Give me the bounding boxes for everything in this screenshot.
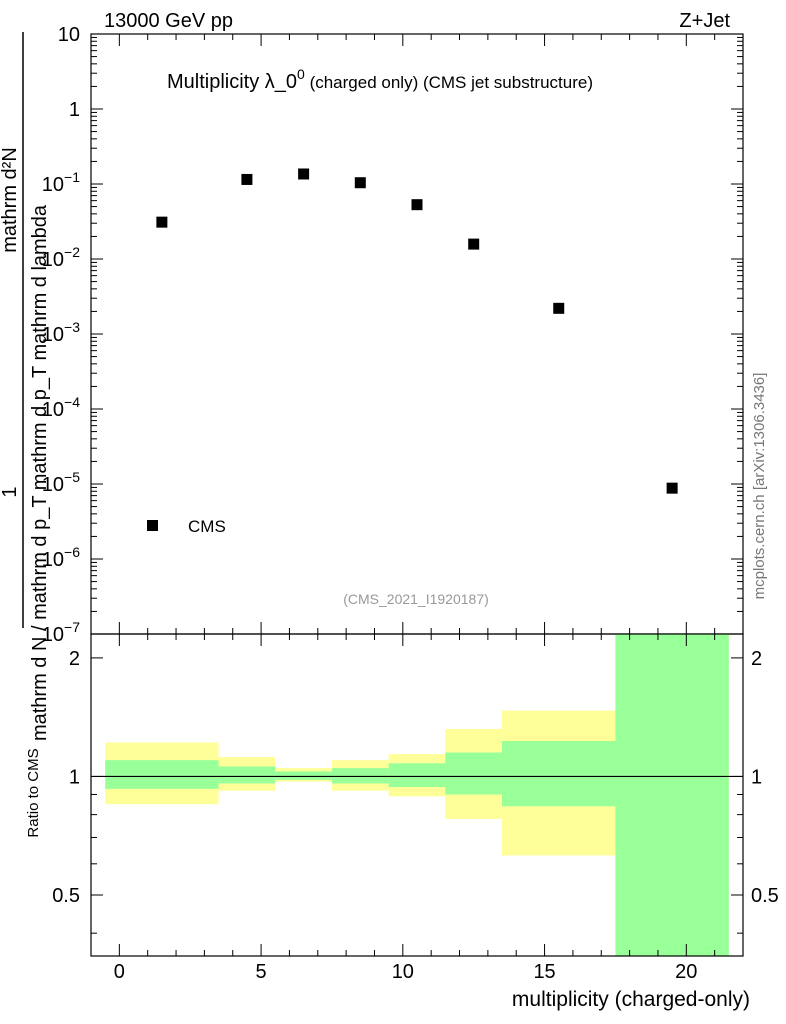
legend-label-cms: CMS	[188, 517, 226, 536]
ratio-y-tick-label-left: 0.5	[52, 885, 80, 907]
x-axis-label: multiplicity (charged-only)	[512, 988, 750, 1011]
process-label: Z+Jet	[679, 10, 730, 32]
ylabel-numerator-1: 1	[0, 486, 21, 497]
ratio-bands	[91, 634, 743, 956]
ratio-band-inner	[275, 771, 332, 780]
legend: CMS	[147, 517, 226, 536]
data-point	[468, 238, 480, 250]
data-point	[241, 173, 253, 185]
side-credit: mcplots.cern.ch [arXiv:1306.3436]	[751, 373, 768, 600]
main-axes-box	[90, 33, 744, 635]
y-tick-label: 10−3	[42, 319, 80, 346]
title-suffix: (charged only) (CMS jet substructure)	[305, 73, 593, 92]
data-point	[666, 482, 678, 494]
x-tick-label: 5	[256, 961, 267, 983]
y-tick-label: 10−1	[42, 169, 80, 196]
ratio-band-inner	[105, 760, 219, 789]
ratio-frame	[90, 633, 744, 957]
ylabel-denominator: mathrm d N / mathrm d p_T mathrm d p_T m…	[29, 204, 51, 741]
data-point	[156, 216, 168, 228]
ratio-band-inner	[331, 768, 389, 784]
ratio-x-axis: 0 5 10 15 20	[114, 961, 698, 983]
ratio-y-axis-label: Ratio to CMS	[25, 748, 42, 837]
main-y-axis: 10−7 10−6 10−5 10−4 10−3 10−2 10−1 1 10	[42, 24, 743, 646]
title-sup: 0	[297, 66, 305, 82]
main-y-axis-label: 1 mathrm d N / mathrm d p_T mathrm d p_T…	[0, 32, 51, 741]
ratio-band-inner	[615, 634, 729, 956]
ratio-y-tick-label-right: 2	[751, 648, 762, 670]
y-tick-label: 10−6	[42, 544, 80, 571]
x-tick-label: 15	[533, 961, 555, 983]
title-main: Multiplicity λ_0	[167, 71, 297, 93]
ratio-y-tick-label-right: 0.5	[751, 885, 779, 907]
data-point	[553, 302, 565, 314]
y-tick-label: 10−7	[42, 619, 80, 646]
y-tick-label: 10	[58, 24, 80, 46]
legend-marker-cms	[147, 520, 158, 531]
y-tick-label: 10−5	[42, 469, 80, 496]
ratio-y-tick-label-right: 1	[751, 766, 762, 788]
data-points	[156, 168, 678, 494]
x-tick-label: 10	[392, 961, 414, 983]
x-tick-label: 20	[675, 961, 697, 983]
energy-label: 13000 GeV pp	[104, 10, 233, 32]
data-point	[411, 199, 423, 211]
x-tick-label: 0	[114, 961, 125, 983]
ratio-y-tick-label-left: 2	[69, 648, 80, 670]
main-frame	[90, 33, 744, 635]
analysis-watermark: (CMS_2021_I1920187)	[343, 591, 489, 607]
ratio-axes-box	[90, 633, 744, 957]
ylabel-numerator-2: mathrm d²N	[0, 147, 21, 253]
ratio-band-inner	[388, 763, 446, 788]
y-tick-label: 1	[69, 99, 80, 121]
plot-title: Multiplicity λ_00 (charged only) (CMS je…	[167, 66, 593, 93]
data-point	[354, 177, 366, 189]
ratio-band-inner	[218, 766, 276, 784]
ratio-y-axis: 0.5 0.5 1 1 2 2	[52, 648, 779, 934]
y-tick-label: 10−4	[42, 394, 80, 421]
ratio-band-inner	[502, 741, 616, 807]
ratio-y-tick-label-left: 1	[69, 766, 80, 788]
data-point	[298, 168, 310, 180]
y-tick-label: 10−2	[42, 244, 80, 271]
ratio-band-inner	[445, 752, 503, 795]
